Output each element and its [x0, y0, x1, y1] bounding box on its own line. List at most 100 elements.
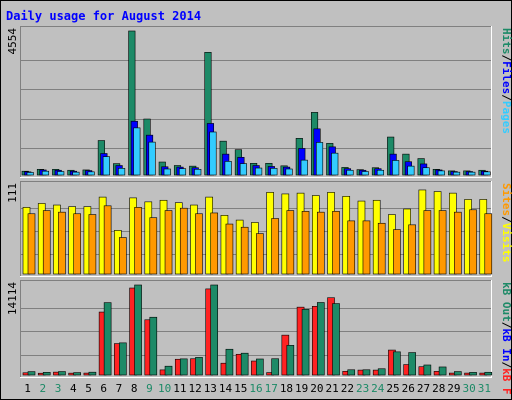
bar-kb-kb-out — [195, 357, 203, 376]
bar-visits-sites — [240, 226, 249, 275]
panel-kb-ymax-label: 14114 — [6, 282, 19, 315]
x-tick-label: 4 — [70, 382, 77, 395]
bar-kb-kb-out — [408, 352, 416, 376]
x-tick-label: 9 — [146, 382, 153, 395]
bar-visits-sites — [149, 217, 158, 275]
legend-part: / — [500, 55, 512, 62]
x-tick-label: 18 — [280, 382, 293, 395]
bar-kb-kb-out — [73, 372, 81, 376]
panel-hits-ymax-label: 4554 — [6, 28, 19, 55]
legend-part: Files — [500, 61, 512, 94]
x-tick-label: 19 — [295, 382, 308, 395]
legend-part: kB In — [500, 328, 512, 361]
bar-kb-kb-out — [164, 365, 173, 376]
x-tick-label: 13 — [204, 382, 217, 395]
x-tick-label: 11 — [173, 382, 186, 395]
bar-kb-kb-out — [332, 303, 340, 376]
x-tick-label: 17 — [265, 382, 278, 395]
bar-hits-pages — [148, 141, 156, 176]
bar-kb-kb-out — [179, 358, 188, 376]
chart-title: Daily usage for August 2014 — [6, 9, 201, 23]
bar-kb-kb-out — [256, 358, 264, 376]
panel-hits-bg — [20, 26, 492, 178]
bar-hits-pages — [437, 170, 445, 176]
bar-hits-pages — [407, 165, 415, 176]
bar-visits-sites — [362, 220, 371, 275]
x-tick-label: 25 — [386, 382, 399, 395]
bar-hits-pages — [26, 172, 34, 176]
panel-visits-ymax-label: 111 — [6, 183, 19, 203]
bar-hits-pages — [331, 152, 339, 176]
x-tick-label: 20 — [310, 382, 323, 395]
bar-visits-sites — [408, 224, 416, 275]
legend-part: kB Out — [500, 282, 512, 322]
bar-hits-pages — [194, 169, 202, 176]
bar-hits-pages — [270, 168, 278, 176]
bar-kb-kb-out — [225, 348, 234, 376]
panel-visits-legend: Sites/Visits — [500, 183, 512, 263]
bar-kb-kb-out — [454, 371, 462, 376]
bar-hits-pages — [41, 170, 50, 176]
x-tick-label: 14 — [219, 382, 233, 395]
legend-part: Pages — [500, 101, 512, 134]
bar-kb-kb-out — [149, 316, 158, 376]
bar-visits-sites — [195, 213, 203, 275]
x-tick-label: 5 — [85, 382, 92, 395]
legend-part: Sites — [500, 183, 512, 216]
legend-part: Visits — [500, 223, 512, 263]
bar-kb-kb-out — [119, 342, 127, 376]
x-tick-label: 29 — [447, 382, 460, 395]
bar-visits-sites — [73, 213, 81, 275]
x-tick-label: 31 — [478, 382, 491, 395]
x-tick-label: 12 — [188, 382, 201, 395]
bar-hits-pages — [133, 127, 141, 176]
bar-kb-kb-out — [42, 372, 51, 376]
bar-kb-kb-out — [286, 345, 295, 376]
legend-part: / — [500, 216, 512, 223]
bar-hits-pages — [87, 171, 95, 176]
legend-part: / — [500, 94, 512, 101]
bar-visits-sites — [134, 207, 142, 275]
bar-visits-sites — [393, 229, 401, 275]
bar-visits-sites — [58, 211, 66, 275]
bar-kb-kb-out — [301, 309, 310, 376]
bar-visits-sites — [347, 220, 356, 275]
bar-visits-sites — [179, 207, 188, 275]
bar-kb-kb-out — [58, 371, 66, 376]
bar-hits-pages — [118, 168, 126, 176]
bar-hits-pages — [346, 169, 354, 176]
bar-visits-sites — [316, 211, 325, 275]
bar-visits-sites — [103, 205, 112, 275]
bar-hits-pages — [376, 169, 384, 176]
bar-visits-sites — [484, 213, 493, 275]
x-tick-label: 10 — [158, 382, 171, 395]
bar-kb-kb-out — [484, 371, 493, 376]
bar-visits-sites — [88, 214, 97, 275]
panel-hits-legend: Hits/Files/Pages — [500, 28, 512, 134]
bar-visits-sites — [27, 213, 36, 275]
bar-hits-pages — [178, 168, 187, 176]
bar-hits-pages — [72, 171, 80, 176]
legend-part: kB F — [500, 368, 512, 395]
bar-hits-pages — [392, 160, 400, 176]
bar-kb-kb-out — [362, 369, 371, 376]
bar-hits-pages — [422, 167, 430, 176]
x-tick-label: 1 — [24, 382, 31, 395]
bar-visits-sites — [423, 210, 432, 275]
bar-visits-sites — [225, 223, 234, 275]
legend-part: / — [500, 322, 512, 329]
bar-kb-kb-out — [347, 369, 356, 376]
bar-hits-pages — [209, 131, 217, 176]
x-tick-label: 3 — [55, 382, 62, 395]
x-tick-label: 15 — [234, 382, 247, 395]
bar-hits-pages — [468, 171, 476, 176]
bar-kb-kb-out — [438, 366, 447, 376]
x-tick-label: 22 — [341, 382, 354, 395]
bar-visits-sites — [42, 210, 51, 275]
bar-hits-pages — [163, 168, 171, 176]
x-tick-label: 24 — [371, 382, 385, 395]
legend-part: / — [500, 362, 512, 369]
bar-hits-pages — [361, 171, 369, 176]
